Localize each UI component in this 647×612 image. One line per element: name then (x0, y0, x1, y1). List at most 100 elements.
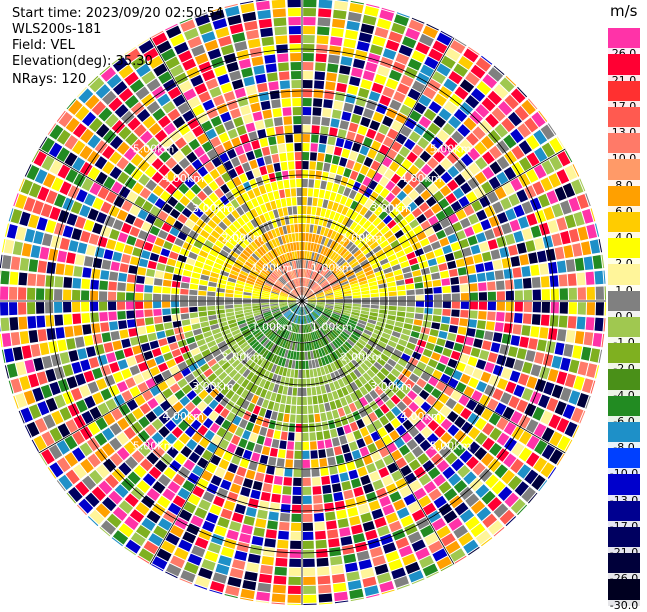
range-gate (77, 348, 88, 360)
range-gate (463, 117, 477, 131)
range-gate (447, 260, 457, 270)
range-gate (270, 296, 279, 299)
range-gate (109, 166, 122, 180)
range-gate (181, 319, 191, 326)
range-gate (99, 312, 108, 322)
range-gate (268, 353, 275, 362)
range-gate (15, 361, 27, 376)
range-gate (252, 168, 261, 178)
range-gate (291, 291, 298, 297)
range-gate (310, 341, 315, 350)
range-gate (388, 520, 402, 533)
range-gate (9, 317, 19, 331)
range-gate (243, 306, 252, 310)
range-gate (290, 71, 302, 80)
range-gate (215, 240, 225, 249)
range-gate (409, 373, 420, 383)
range-gate (43, 414, 56, 429)
range-gate (295, 170, 302, 179)
range-gate (160, 248, 171, 257)
range-gate (390, 239, 400, 249)
range-gate (256, 591, 270, 602)
range-gate (138, 416, 150, 429)
range-gate (34, 418, 48, 433)
range-gate (444, 366, 455, 377)
range-gate (163, 122, 177, 135)
range-gate (529, 197, 542, 211)
range-gate (308, 280, 313, 288)
range-gate (451, 293, 460, 301)
range-ring-label: 1.00km (252, 261, 294, 274)
range-gate (408, 336, 418, 345)
range-gate (242, 224, 251, 234)
range-gate (302, 307, 304, 315)
range-gate (66, 213, 78, 226)
range-gate (268, 173, 276, 183)
range-gate (247, 402, 256, 413)
range-gate (217, 74, 230, 85)
range-gate (291, 291, 298, 298)
range-gate (270, 301, 278, 303)
range-gate (271, 0, 286, 9)
range-gate (153, 316, 163, 324)
range-gate (362, 14, 377, 26)
range-gate (201, 31, 216, 43)
range-gate (81, 410, 94, 425)
range-gate (214, 124, 226, 135)
range-gate (383, 136, 394, 148)
range-gate (457, 124, 471, 137)
range-gate (294, 441, 302, 450)
range-gate (429, 265, 439, 273)
range-gate (346, 432, 355, 443)
range-gate (311, 312, 318, 319)
range-gate (492, 201, 504, 214)
range-gate (223, 538, 237, 549)
range-gate (40, 384, 53, 399)
range-gate (225, 352, 235, 361)
range-gate (547, 123, 557, 135)
range-gate (240, 203, 250, 213)
range-gate (225, 400, 235, 411)
range-gate (205, 78, 219, 90)
range-gate (261, 399, 270, 409)
range-gate (481, 452, 495, 467)
range-gate (287, 331, 292, 340)
range-gate (322, 218, 329, 227)
range-gate (424, 56, 439, 70)
range-gate (314, 273, 320, 281)
range-gate (496, 280, 505, 290)
range-gate (141, 370, 152, 381)
range-gate (299, 251, 302, 259)
range-gate (551, 355, 562, 369)
range-gate (245, 200, 254, 210)
range-gate (254, 376, 263, 386)
range-gate (318, 403, 325, 413)
range-gate (207, 310, 216, 316)
range-gate (354, 203, 364, 213)
range-gate (235, 313, 244, 319)
range-gate (247, 277, 256, 283)
range-gate (172, 473, 186, 486)
range-gate (202, 406, 213, 417)
range-gate (496, 312, 505, 322)
range-gate (229, 567, 244, 579)
range-gate (240, 325, 249, 332)
range-gate (305, 269, 309, 278)
range-gate (165, 376, 176, 387)
range-gate (279, 80, 290, 90)
range-gate (277, 53, 289, 63)
range-gate (289, 179, 296, 188)
range-gate (295, 161, 302, 170)
range-gate (411, 242, 422, 251)
range-gate (116, 141, 130, 155)
range-gate (338, 320, 347, 326)
range-gate (413, 276, 423, 283)
range-gate (417, 137, 430, 149)
range-gate (94, 247, 105, 258)
range-gate (496, 291, 505, 301)
range-gate (327, 229, 333, 238)
range-gate (171, 281, 181, 288)
range-gate (549, 431, 563, 447)
range-gate (212, 244, 222, 253)
range-gate (219, 439, 230, 450)
